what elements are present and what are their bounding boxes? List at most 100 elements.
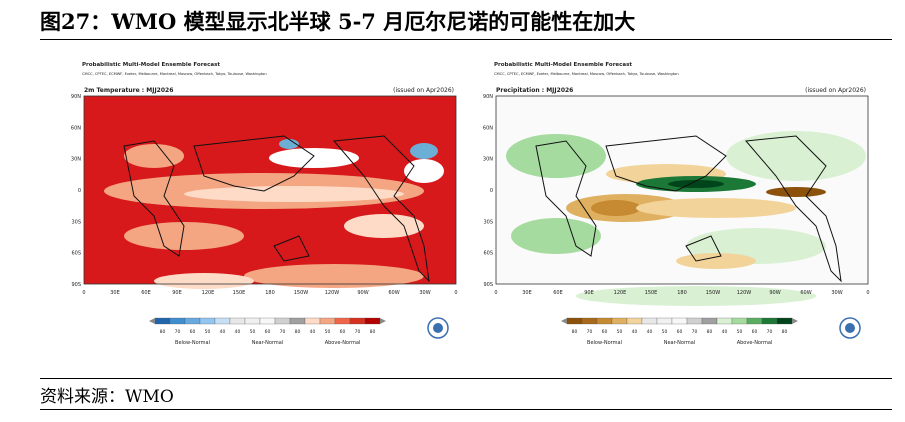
lon-label: 0 [454, 290, 457, 296]
colorbar-label: 40 [647, 329, 653, 335]
lat-label: 30S [483, 219, 493, 225]
category-label: Below-Normal [587, 340, 622, 346]
coastline [535, 135, 842, 283]
colorbar-label: 80 [782, 329, 788, 335]
colorbar-cell [686, 317, 703, 325]
colorbar-label: 40 [235, 329, 241, 335]
panel-heading: Probabilistic Multi-Model Ensemble Forec… [494, 62, 632, 68]
colorbar-cell [716, 317, 733, 325]
lon-label: 90W [357, 290, 368, 296]
wmo-emblem-globe [845, 323, 855, 333]
lon-label: 60E [553, 290, 563, 296]
colorbar-label: 50 [737, 329, 743, 335]
map-region [511, 218, 601, 254]
lat-label: 90S [71, 282, 81, 288]
colorbar-label: 40 [220, 329, 226, 335]
colorbar-label: 70 [175, 329, 181, 335]
lat-label: 0 [490, 188, 493, 194]
panel-centres: CMCC, CPTEC, ECMWF, Exeter, Melbourne, M… [494, 72, 679, 76]
lon-label: 90W [769, 290, 780, 296]
map-frame [83, 95, 457, 285]
lon-label: 30E [110, 290, 120, 296]
rule [40, 39, 892, 40]
map-frame [495, 95, 869, 285]
colorbar-cell [656, 317, 673, 325]
colorbar-cell [349, 317, 366, 325]
map-region [766, 187, 826, 197]
colorbar-label: 60 [190, 329, 196, 335]
colorbar-label: 60 [602, 329, 608, 335]
map-region [154, 273, 254, 289]
lat-label: 0 [78, 188, 81, 194]
lon-label: 60W [800, 290, 811, 296]
colorbar-label: 50 [617, 329, 623, 335]
lon-label: 60W [388, 290, 399, 296]
lon-label: 150E [645, 290, 658, 296]
panel-centres: CMCC, CPTEC, ECMWF, Exeter, Melbourne, M… [82, 72, 267, 76]
colorbar-label: 80 [160, 329, 166, 335]
lon-label: 120W [737, 290, 752, 296]
category-label: Below-Normal [175, 340, 210, 346]
colorbar-cell [746, 317, 763, 325]
map-region [506, 134, 606, 178]
category-label: Above-Normal [325, 340, 361, 346]
colorbar-cell [274, 317, 291, 325]
lat-label: 30S [71, 219, 81, 225]
colorbar-cell [184, 317, 201, 325]
colorbar-cell [641, 317, 658, 325]
colorbar-label: 60 [752, 329, 758, 335]
source: 资料来源：WMO [40, 387, 174, 407]
colorbar-cell [229, 317, 246, 325]
colorbar-label: 70 [587, 329, 593, 335]
colorbar-cell [611, 317, 628, 325]
lat-label: 90S [483, 282, 493, 288]
lon-label: 0 [82, 290, 85, 296]
lon-label: 150W [706, 290, 721, 296]
colorbar-cell [364, 317, 381, 325]
panel-heading: Probabilistic Multi-Model Ensemble Forec… [82, 62, 220, 68]
lon-label: 30W [419, 290, 430, 296]
lon-label: 120E [202, 290, 215, 296]
colorbar-label: 50 [325, 329, 331, 335]
colorbar-cell [701, 317, 718, 325]
colorbar-cell [199, 317, 216, 325]
map-region [269, 148, 359, 168]
colorbar-cell [304, 317, 321, 325]
colorbar-cell [334, 317, 351, 325]
colorbar-label: 70 [692, 329, 698, 335]
lat-label: 60N [71, 125, 81, 131]
colorbar-label: 50 [662, 329, 668, 335]
panel-issued: (issued on Apr2026) [393, 87, 454, 94]
coastline [123, 135, 430, 283]
lon-label: 180 [265, 290, 275, 296]
lat-label: 60N [483, 125, 493, 131]
colorbar-cell [596, 317, 613, 325]
colorbar-label: 80 [295, 329, 301, 335]
map-region [344, 214, 424, 238]
colorbar-cell [581, 317, 598, 325]
map-region [576, 286, 816, 306]
colorbar-label: 70 [355, 329, 361, 335]
colorbar-cell [761, 317, 778, 325]
panel-subtitle: 2m Temperature : MJJ2026 [84, 87, 173, 94]
colorbar-cell [244, 317, 261, 325]
colorbar-cell [671, 317, 688, 325]
colorbar-label: 50 [250, 329, 256, 335]
category-label: Above-Normal [737, 340, 773, 346]
map-region [244, 264, 424, 288]
colorbar-label: 80 [572, 329, 578, 335]
colorbar-cell [259, 317, 276, 325]
wmo-emblem-globe [433, 323, 443, 333]
lat-label: 90N [71, 94, 81, 100]
rule [40, 409, 892, 410]
colorbar-cell [169, 317, 186, 325]
colorbar-label: 60 [677, 329, 683, 335]
colorbar-cell [731, 317, 748, 325]
map-region [279, 139, 299, 149]
category-label: Near-Normal [252, 340, 284, 346]
colorbar-label: 70 [280, 329, 286, 335]
lon-label: 90E [584, 290, 594, 296]
lon-label: 120E [614, 290, 627, 296]
map-region [410, 143, 438, 159]
lon-label: 0 [494, 290, 497, 296]
